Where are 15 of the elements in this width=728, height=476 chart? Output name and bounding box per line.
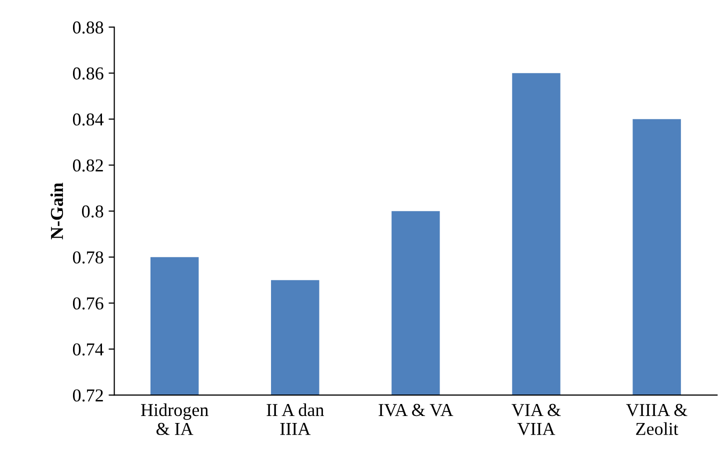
x-tick-label: IVA & VA (378, 404, 454, 416)
y-tick-label: 0.84 (72, 113, 104, 126)
y-axis-title: N-Gain (50, 182, 64, 240)
x-tick-label: Hidrogen & IA (140, 403, 208, 436)
x-tick-label: VIIIA & Zeolit (626, 404, 688, 435)
x-tick-label: II A dan IIIA (266, 403, 324, 435)
y-tick-label: 0.88 (72, 21, 104, 34)
x-tick-label: VIA & VIIA (512, 404, 561, 436)
y-tick-label: 0.76 (72, 297, 104, 310)
y-tick-label: 0.74 (72, 343, 104, 356)
y-tick-label: 0.82 (72, 159, 103, 172)
y-tick-label: 0.72 (72, 389, 103, 402)
y-tick-label: 0.86 (72, 67, 104, 80)
y-tick-label: 0.78 (72, 251, 104, 264)
y-tick-label: 0.8 (82, 205, 104, 218)
